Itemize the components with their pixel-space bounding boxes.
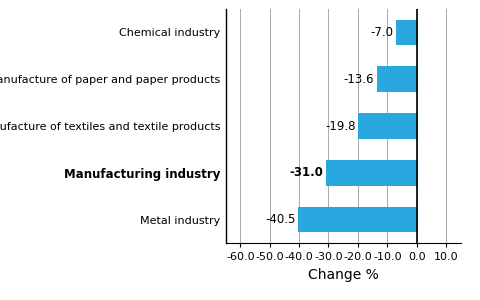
Text: -19.8: -19.8 [325,119,356,133]
Text: -40.5: -40.5 [265,213,295,226]
Bar [396,20,417,45]
Bar [359,113,417,139]
Text: -13.6: -13.6 [344,73,374,86]
X-axis label: Change %: Change % [308,268,379,282]
Bar [298,207,417,232]
Text: -31.0: -31.0 [289,166,323,179]
Bar [325,160,417,186]
Text: -7.0: -7.0 [371,26,394,39]
Bar [377,66,417,92]
